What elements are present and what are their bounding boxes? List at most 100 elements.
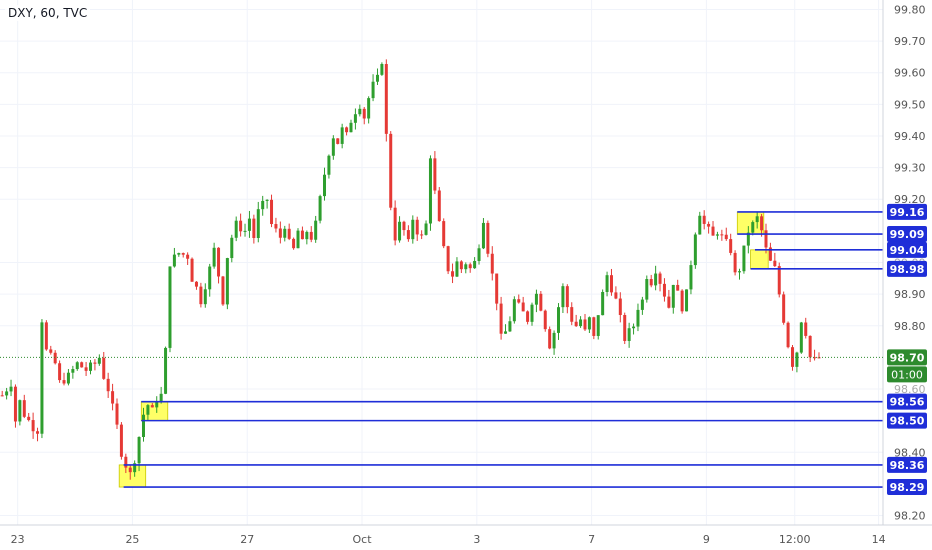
candle-up bbox=[177, 253, 181, 255]
level-price-label: 99.04 bbox=[890, 244, 925, 257]
candle-up bbox=[746, 232, 750, 246]
candle-up bbox=[534, 293, 538, 305]
candle-down bbox=[649, 279, 653, 286]
candle-up bbox=[742, 245, 746, 272]
candle-down bbox=[106, 378, 110, 392]
time-tick-label: 25 bbox=[125, 533, 139, 546]
candle-up bbox=[247, 218, 251, 231]
price-tick-label: 99.40 bbox=[894, 130, 926, 143]
candle-down bbox=[270, 199, 274, 225]
level-price-label-bg bbox=[887, 393, 927, 410]
candle-down bbox=[58, 363, 62, 381]
candle-up bbox=[512, 299, 516, 322]
candle-down bbox=[468, 264, 472, 269]
time-tick-label: 23 bbox=[11, 533, 25, 546]
candle-down bbox=[336, 138, 340, 144]
price-axis[interactable]: 99.80 99.70 99.60 99.50 99.40 99.30 99.20 98.90… bbox=[894, 3, 926, 522]
candle-up bbox=[212, 247, 216, 267]
candle-down bbox=[773, 260, 777, 267]
candle-up bbox=[596, 315, 600, 336]
candle-up bbox=[18, 400, 22, 422]
candle-up bbox=[349, 122, 353, 133]
candle-up bbox=[428, 158, 432, 224]
time-axis[interactable]: 23 25 27 Oct 3 7 9 12:00 14 bbox=[11, 533, 886, 546]
candle-down bbox=[309, 231, 313, 240]
candle-up bbox=[654, 273, 658, 286]
candle-up bbox=[627, 328, 631, 341]
candle-up bbox=[795, 352, 799, 367]
price-tick-label: 99.80 bbox=[894, 3, 926, 16]
candle-up bbox=[296, 230, 300, 249]
horizontal-levels[interactable] bbox=[123, 211, 883, 488]
candle-down bbox=[80, 362, 84, 368]
candle-up bbox=[367, 98, 371, 119]
time-tick-label: 27 bbox=[240, 533, 254, 546]
candle-up bbox=[508, 321, 512, 332]
candle-up bbox=[265, 199, 269, 201]
candle-down bbox=[662, 283, 666, 297]
candle-up bbox=[411, 219, 415, 240]
candle-up bbox=[424, 223, 428, 235]
candle-up bbox=[371, 81, 375, 99]
candle-down bbox=[111, 391, 115, 404]
candlestick-series[interactable] bbox=[0, 59, 821, 480]
candle-up bbox=[234, 220, 238, 238]
candle-up bbox=[685, 289, 689, 312]
candle-down bbox=[13, 386, 17, 422]
candle-up bbox=[579, 319, 583, 327]
candle-up bbox=[799, 322, 803, 353]
candle-down bbox=[711, 226, 715, 236]
candle-up bbox=[755, 216, 759, 223]
price-tick-label: 99.70 bbox=[894, 35, 926, 48]
symbol-legend[interactable]: DXY, 60, TVC bbox=[5, 5, 91, 21]
candle-down bbox=[300, 230, 304, 240]
candle-down bbox=[287, 228, 291, 239]
candle-up bbox=[605, 275, 609, 292]
candle-down bbox=[393, 207, 397, 241]
candle-down bbox=[278, 228, 282, 238]
price-tick-label: 99.20 bbox=[894, 193, 926, 206]
price-tick-label: 98.90 bbox=[894, 288, 926, 301]
candle-down bbox=[490, 253, 494, 274]
candle-down bbox=[574, 321, 578, 327]
candle-down bbox=[102, 357, 106, 379]
level-price-label-bg bbox=[887, 456, 927, 473]
candle-down bbox=[517, 299, 521, 303]
highlight-zone bbox=[140, 401, 169, 422]
candle-up bbox=[89, 362, 93, 371]
candle-down bbox=[618, 298, 622, 316]
candle-up bbox=[225, 258, 229, 305]
candle-down bbox=[707, 223, 711, 227]
highlight-zone bbox=[118, 464, 147, 488]
candle-up bbox=[141, 414, 145, 438]
level-price-label-bg bbox=[887, 412, 927, 429]
candle-up bbox=[256, 209, 260, 238]
candle-down bbox=[570, 307, 574, 322]
level-price-label-bg bbox=[887, 241, 927, 258]
candle-down bbox=[199, 286, 203, 305]
highlight-zone bbox=[736, 211, 765, 235]
candle-up bbox=[75, 362, 79, 370]
candle-up bbox=[66, 372, 70, 384]
candle-down bbox=[777, 266, 781, 295]
candle-down bbox=[389, 133, 393, 208]
candle-up bbox=[323, 174, 327, 197]
candle-down bbox=[526, 311, 530, 322]
candle-down bbox=[0, 395, 4, 397]
candle-up bbox=[97, 357, 101, 364]
candle-up bbox=[473, 260, 477, 269]
level-price-label: 98.29 bbox=[890, 481, 925, 494]
candle-down bbox=[437, 190, 441, 222]
candle-down bbox=[817, 357, 821, 359]
candle-down bbox=[583, 319, 587, 330]
candle-up bbox=[146, 405, 150, 415]
candle-down bbox=[565, 286, 569, 308]
candle-down bbox=[22, 400, 26, 417]
candle-up bbox=[314, 220, 318, 240]
candle-down bbox=[623, 315, 627, 341]
candle-down bbox=[702, 215, 706, 224]
level-price-label-bg bbox=[887, 479, 927, 496]
candle-down bbox=[62, 380, 66, 384]
